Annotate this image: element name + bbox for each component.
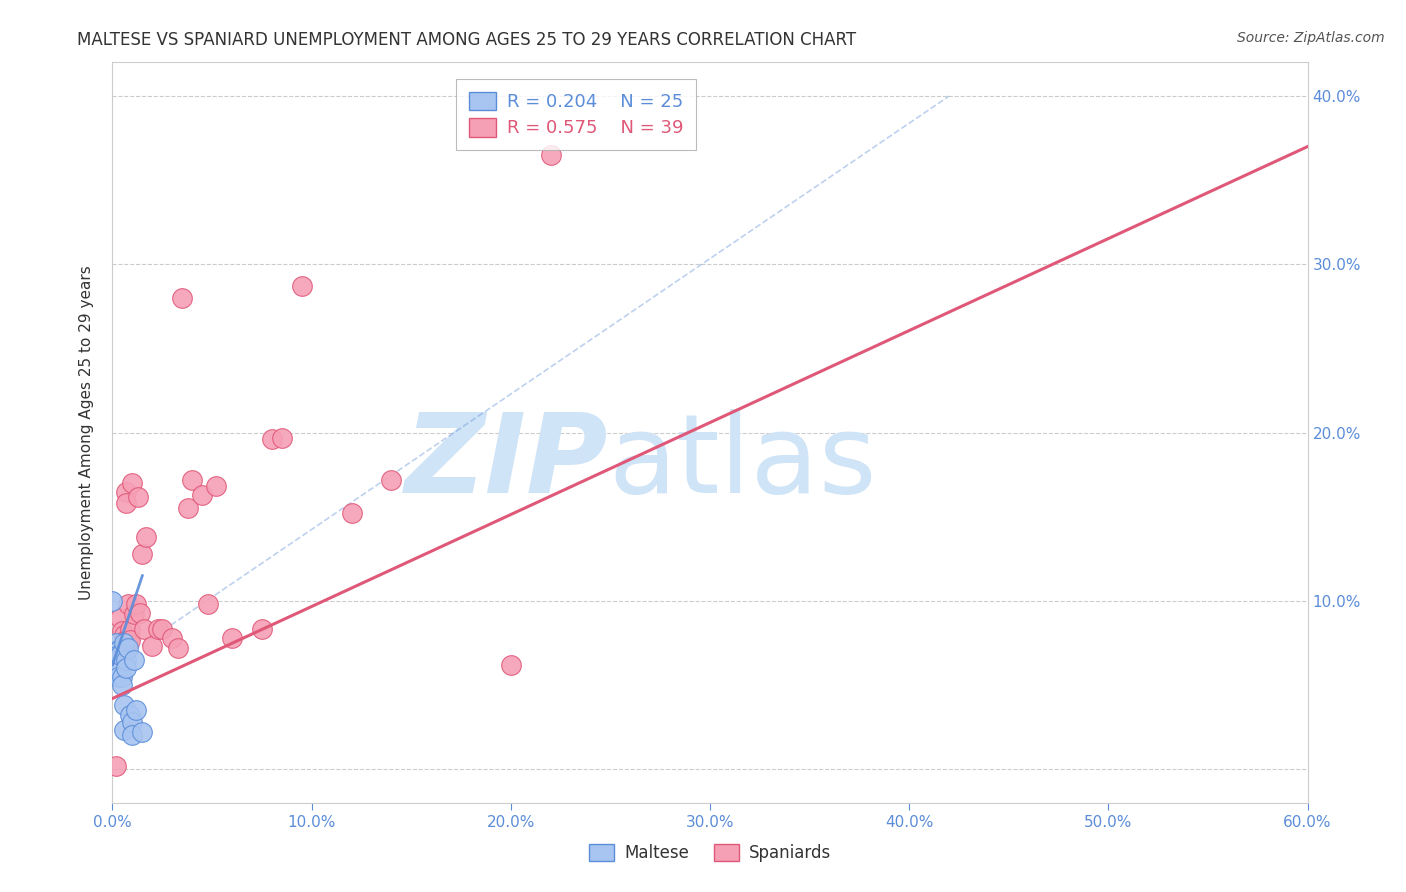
Point xyxy=(121,476,143,491)
Point xyxy=(167,640,190,655)
Point xyxy=(120,708,142,723)
Point xyxy=(205,479,228,493)
Point xyxy=(115,484,138,499)
Point xyxy=(291,279,314,293)
Point xyxy=(177,501,200,516)
Point xyxy=(114,698,135,713)
Point xyxy=(124,653,146,667)
Point xyxy=(107,665,129,679)
Point xyxy=(135,530,157,544)
Point xyxy=(114,723,135,738)
Point xyxy=(121,714,143,729)
Point xyxy=(134,623,156,637)
Point xyxy=(111,624,134,639)
Text: MALTESE VS SPANIARD UNEMPLOYMENT AMONG AGES 25 TO 29 YEARS CORRELATION CHART: MALTESE VS SPANIARD UNEMPLOYMENT AMONG A… xyxy=(77,31,856,49)
Point xyxy=(105,636,128,650)
Point xyxy=(107,670,129,684)
Text: Source: ZipAtlas.com: Source: ZipAtlas.com xyxy=(1237,31,1385,45)
Point xyxy=(127,490,149,504)
Point xyxy=(181,473,204,487)
Point xyxy=(111,678,134,692)
Point xyxy=(125,597,148,611)
Point xyxy=(105,644,128,658)
Text: atlas: atlas xyxy=(609,409,877,516)
Point xyxy=(162,631,183,645)
Point xyxy=(107,657,129,672)
Point xyxy=(117,597,139,611)
Point xyxy=(111,670,134,684)
Point xyxy=(124,607,146,622)
Point xyxy=(172,291,194,305)
Point xyxy=(131,725,153,739)
Point xyxy=(125,703,148,717)
Point xyxy=(121,729,143,743)
Point xyxy=(260,433,283,447)
Point xyxy=(101,594,124,608)
Point xyxy=(340,507,363,521)
Point xyxy=(250,623,273,637)
Point xyxy=(114,627,135,641)
Point xyxy=(148,623,170,637)
Point xyxy=(110,610,132,624)
Legend: Maltese, Spaniards: Maltese, Spaniards xyxy=(582,837,838,869)
Point xyxy=(114,636,135,650)
Point xyxy=(110,648,132,662)
Y-axis label: Unemployment Among Ages 25 to 29 years: Unemployment Among Ages 25 to 29 years xyxy=(79,265,94,600)
Point xyxy=(107,661,129,675)
Point xyxy=(150,623,173,637)
Point xyxy=(129,606,152,620)
Point xyxy=(117,640,139,655)
Point xyxy=(114,634,135,648)
Point xyxy=(105,758,128,772)
Point xyxy=(115,496,138,510)
Point xyxy=(499,657,522,672)
Point xyxy=(131,547,153,561)
Point xyxy=(115,661,138,675)
Point xyxy=(117,631,139,645)
Text: ZIP: ZIP xyxy=(405,409,609,516)
Point xyxy=(197,597,219,611)
Point xyxy=(120,632,142,647)
Point xyxy=(221,631,243,645)
Point xyxy=(107,644,129,658)
Point xyxy=(107,648,129,662)
Point xyxy=(540,148,562,162)
Point xyxy=(115,653,138,667)
Point xyxy=(380,473,402,487)
Point xyxy=(270,431,292,445)
Point xyxy=(141,640,163,654)
Point xyxy=(191,488,214,502)
Point xyxy=(107,653,129,667)
Point xyxy=(120,623,142,637)
